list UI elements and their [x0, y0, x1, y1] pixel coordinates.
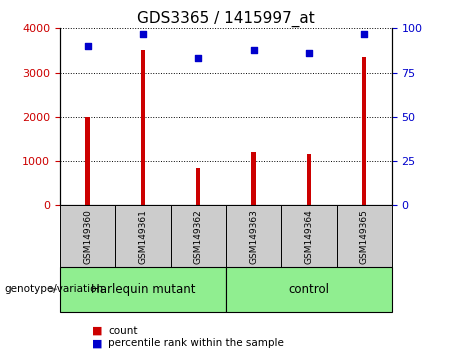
Bar	[362, 57, 366, 205]
Title: GDS3365 / 1415997_at: GDS3365 / 1415997_at	[137, 11, 315, 27]
Bar	[115, 205, 171, 267]
Text: ■: ■	[92, 326, 103, 336]
Text: control: control	[289, 283, 329, 296]
Text: GSM149360: GSM149360	[83, 209, 92, 264]
Bar	[307, 154, 311, 205]
Bar	[281, 205, 337, 267]
Bar	[196, 168, 201, 205]
Point	[305, 50, 313, 56]
Bar	[226, 205, 281, 267]
Bar	[141, 51, 145, 205]
Text: Harlequin mutant: Harlequin mutant	[91, 283, 195, 296]
Text: percentile rank within the sample: percentile rank within the sample	[108, 338, 284, 348]
Bar	[337, 205, 392, 267]
Bar	[171, 205, 226, 267]
Text: genotype/variation: genotype/variation	[5, 284, 104, 295]
Point	[250, 47, 257, 52]
Bar	[226, 267, 392, 312]
Text: GSM149364: GSM149364	[304, 209, 313, 264]
Text: count: count	[108, 326, 138, 336]
Text: ■: ■	[92, 338, 103, 348]
Text: GSM149361: GSM149361	[138, 209, 148, 264]
Bar	[60, 267, 226, 312]
Point	[195, 56, 202, 61]
Point	[84, 43, 91, 49]
Text: GSM149363: GSM149363	[249, 209, 258, 264]
Text: GSM149365: GSM149365	[360, 209, 369, 264]
Point	[139, 31, 147, 36]
Bar	[60, 205, 115, 267]
Point	[361, 31, 368, 36]
Bar	[251, 152, 256, 205]
Bar	[85, 117, 90, 205]
Text: GSM149362: GSM149362	[194, 209, 203, 264]
